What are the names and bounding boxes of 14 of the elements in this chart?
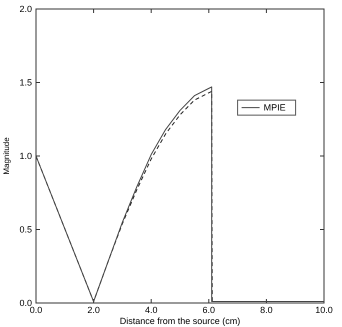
legend-label: MPIE	[264, 102, 286, 113]
y-tick-label: 1.5	[19, 78, 32, 88]
y-tick-label: 0.5	[19, 224, 32, 234]
x-tick-label: 0.0	[30, 305, 42, 315]
y-tick-label: 2.0	[19, 4, 32, 14]
y-axis-title: Magnitude	[2, 136, 11, 175]
y-tick-label: 1.0	[19, 151, 32, 161]
x-tick-label: 8.0	[260, 305, 273, 315]
y-tick-label: 0.0	[19, 298, 32, 308]
x-axis-title: Distance from the source (cm)	[120, 316, 240, 326]
x-tick-label: 2.0	[87, 305, 100, 315]
x-tick-label: 10.0	[315, 305, 333, 315]
x-tick-label: 4.0	[144, 305, 158, 315]
x-tick-label: 6.0	[202, 305, 216, 315]
